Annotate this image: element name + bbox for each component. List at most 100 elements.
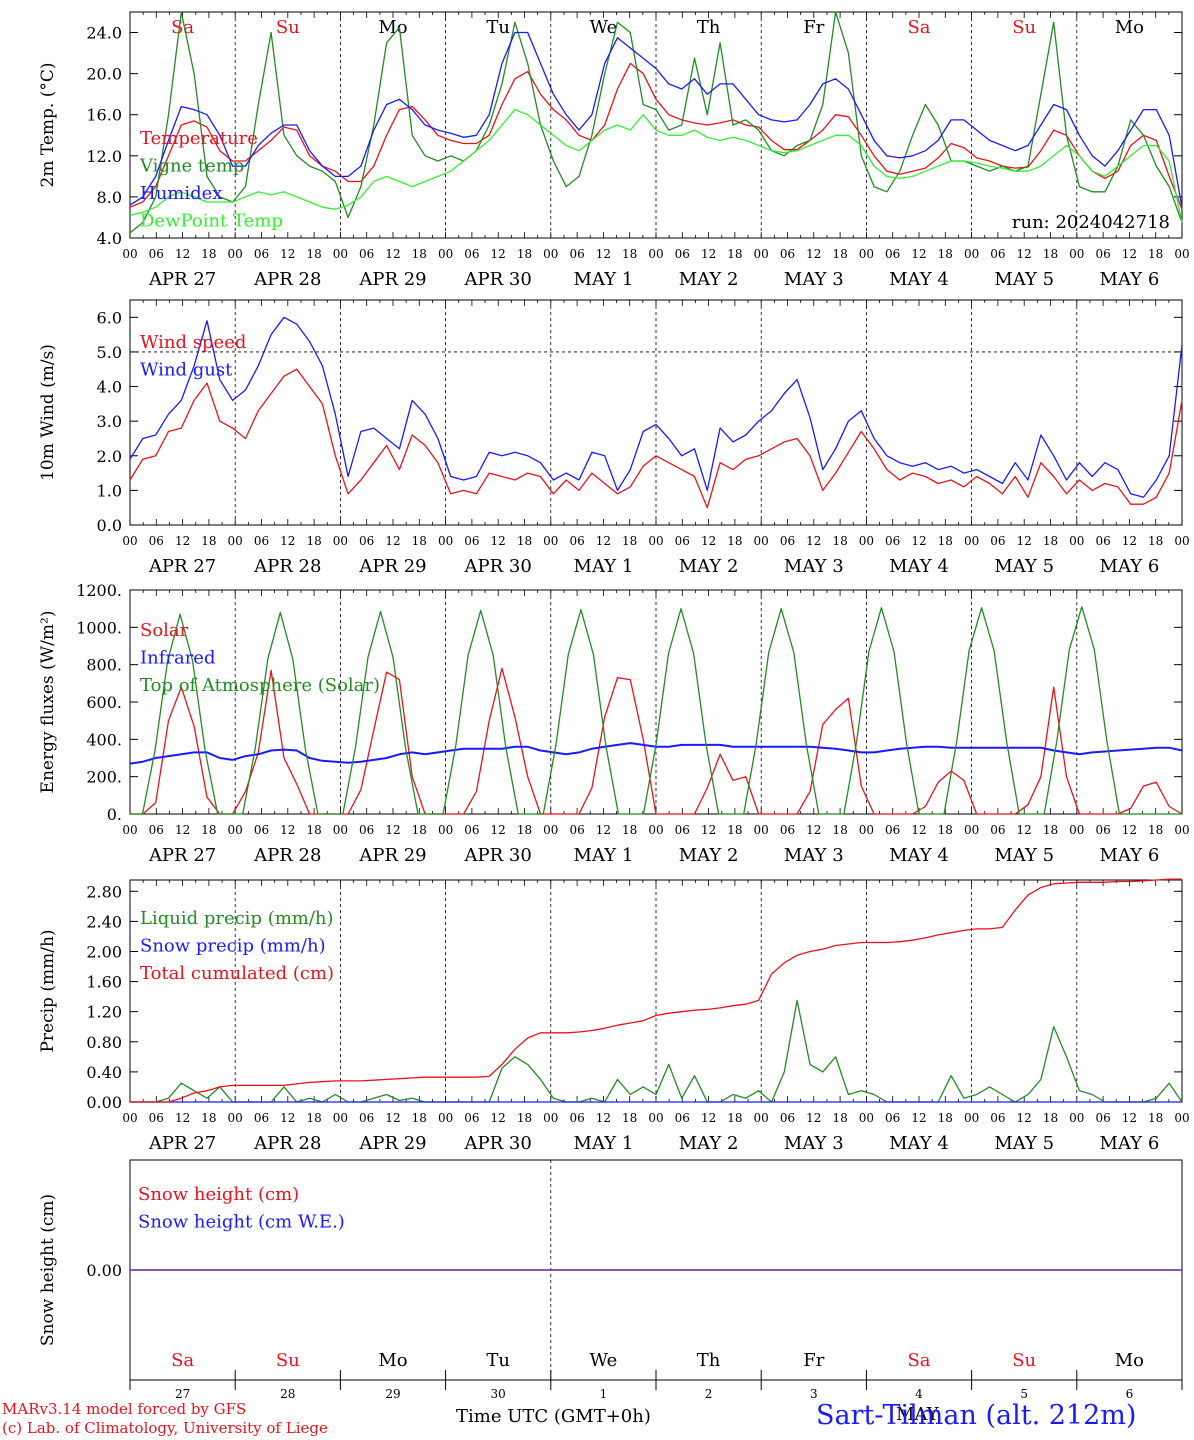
date-label: APR 30 bbox=[464, 1133, 532, 1154]
y-tick-label: 1200. bbox=[76, 581, 122, 600]
day-of-week-label: Su bbox=[276, 1350, 300, 1371]
day-of-week-label: Su bbox=[276, 17, 300, 38]
date-label: APR 29 bbox=[358, 1133, 426, 1154]
series-line-temperature bbox=[129, 62, 1183, 210]
hour-tick-label: 06 bbox=[990, 247, 1005, 261]
hour-tick-label: 18 bbox=[517, 1111, 532, 1125]
hour-tick-label: 00 bbox=[438, 534, 453, 548]
y-tick-label: 2.80 bbox=[86, 882, 122, 901]
hour-tick-label: 12 bbox=[280, 1111, 295, 1125]
hour-tick-label: 18 bbox=[306, 534, 321, 548]
hour-tick-label: 12 bbox=[806, 247, 821, 261]
hour-tick-label: 00 bbox=[122, 247, 137, 261]
hour-tick-label: 18 bbox=[201, 1111, 216, 1125]
y-tick-label: 200. bbox=[86, 768, 122, 787]
hour-tick-label: 06 bbox=[1095, 1111, 1110, 1125]
y-tick-label: 24.0 bbox=[86, 24, 122, 43]
hour-tick-label: 06 bbox=[149, 823, 164, 837]
y-tick-label: 0.00 bbox=[86, 1261, 122, 1280]
date-label: APR 29 bbox=[358, 845, 426, 866]
hour-tick-label: 12 bbox=[385, 534, 400, 548]
hour-tick-label: 12 bbox=[280, 534, 295, 548]
date-label: MAY 3 bbox=[784, 269, 844, 290]
day-number-label: 28 bbox=[280, 1387, 295, 1401]
date-label: APR 29 bbox=[358, 269, 426, 290]
hour-tick-label: 12 bbox=[1017, 1111, 1032, 1125]
hour-tick-label: 06 bbox=[359, 1111, 374, 1125]
hour-tick-label: 06 bbox=[464, 534, 479, 548]
day-of-week-label: Mo bbox=[378, 1350, 407, 1371]
y-tick-label: 0.00 bbox=[86, 1093, 122, 1112]
hour-tick-label: 12 bbox=[1017, 247, 1032, 261]
hour-tick-label: 18 bbox=[622, 823, 637, 837]
y-axis-title: 2m Temp. (°C) bbox=[38, 62, 58, 187]
hour-tick-label: 18 bbox=[832, 534, 847, 548]
run-annotation: run: 2024042718 bbox=[1012, 212, 1170, 233]
y-tick-label: 8.0 bbox=[97, 188, 122, 207]
hour-tick-label: 06 bbox=[149, 534, 164, 548]
hour-tick-label: 00 bbox=[648, 247, 663, 261]
hour-tick-label: 00 bbox=[438, 247, 453, 261]
hour-tick-label: 18 bbox=[727, 1111, 742, 1125]
legend-entry: Infrared bbox=[140, 648, 215, 669]
hour-tick-label: 06 bbox=[569, 247, 584, 261]
hour-tick-label: 12 bbox=[911, 1111, 926, 1125]
day-of-week-label: Sa bbox=[907, 17, 930, 38]
day-of-week-label: Tu bbox=[486, 17, 510, 38]
hour-tick-label: 06 bbox=[990, 823, 1005, 837]
hour-tick-label: 00 bbox=[1174, 247, 1189, 261]
hour-tick-label: 18 bbox=[412, 534, 427, 548]
y-tick-label: 1.60 bbox=[86, 973, 122, 992]
date-label: APR 28 bbox=[253, 1133, 321, 1154]
hour-tick-label: 06 bbox=[464, 1111, 479, 1125]
y-axis-title: 10m Wind (m/s) bbox=[38, 344, 58, 481]
hour-tick-label: 18 bbox=[306, 1111, 321, 1125]
y-tick-label: 800. bbox=[86, 656, 122, 675]
legend-entry: Wind speed bbox=[140, 332, 246, 353]
day-of-week-label: Su bbox=[1012, 1350, 1036, 1371]
date-label: APR 27 bbox=[148, 556, 216, 577]
date-label: MAY 5 bbox=[994, 556, 1054, 577]
legend-entry: Snow height (cm) bbox=[138, 1184, 299, 1205]
hour-tick-label: 12 bbox=[701, 1111, 716, 1125]
y-tick-label: 0. bbox=[107, 805, 122, 824]
hour-tick-label: 00 bbox=[1069, 534, 1084, 548]
hour-tick-label: 06 bbox=[675, 534, 690, 548]
y-tick-label: 1.0 bbox=[97, 481, 122, 500]
hour-tick-label: 00 bbox=[859, 534, 874, 548]
hour-tick-label: 00 bbox=[859, 1111, 874, 1125]
date-label: MAY 3 bbox=[784, 556, 844, 577]
hour-tick-label: 18 bbox=[306, 823, 321, 837]
y-tick-label: 600. bbox=[86, 693, 122, 712]
hour-tick-label: 00 bbox=[1069, 1111, 1084, 1125]
y-tick-label: 5.0 bbox=[97, 343, 122, 362]
day-of-week-label: Mo bbox=[1115, 1350, 1144, 1371]
hour-tick-label: 18 bbox=[938, 534, 953, 548]
date-label: MAY 1 bbox=[574, 845, 634, 866]
day-of-week-label: Sa bbox=[907, 1350, 930, 1371]
hour-tick-label: 12 bbox=[385, 247, 400, 261]
hour-tick-label: 00 bbox=[438, 823, 453, 837]
day-of-week-label: Mo bbox=[1115, 17, 1144, 38]
legend-entry: Liquid precip (mm/h) bbox=[140, 908, 334, 929]
hour-tick-label: 18 bbox=[201, 534, 216, 548]
hour-tick-label: 00 bbox=[648, 1111, 663, 1125]
hour-tick-label: 00 bbox=[333, 823, 348, 837]
station-name: Sart-Tilman (alt. 212m) bbox=[816, 1400, 1137, 1431]
hour-tick-label: 18 bbox=[1148, 823, 1163, 837]
hour-tick-label: 06 bbox=[1095, 823, 1110, 837]
hour-tick-label: 00 bbox=[543, 1111, 558, 1125]
date-label: MAY 5 bbox=[994, 1133, 1054, 1154]
hour-tick-label: 18 bbox=[412, 247, 427, 261]
y-tick-label: 2.0 bbox=[97, 447, 122, 466]
series-line-solar bbox=[130, 667, 1183, 815]
day-of-week-label: Su bbox=[1012, 17, 1036, 38]
hour-tick-label: 06 bbox=[464, 823, 479, 837]
hour-tick-label: 18 bbox=[622, 247, 637, 261]
hour-tick-label: 18 bbox=[938, 1111, 953, 1125]
hour-tick-label: 00 bbox=[1174, 823, 1189, 837]
hour-tick-label: 18 bbox=[727, 823, 742, 837]
hour-tick-label: 00 bbox=[859, 247, 874, 261]
hour-tick-label: 00 bbox=[122, 823, 137, 837]
hour-tick-label: 00 bbox=[1069, 823, 1084, 837]
